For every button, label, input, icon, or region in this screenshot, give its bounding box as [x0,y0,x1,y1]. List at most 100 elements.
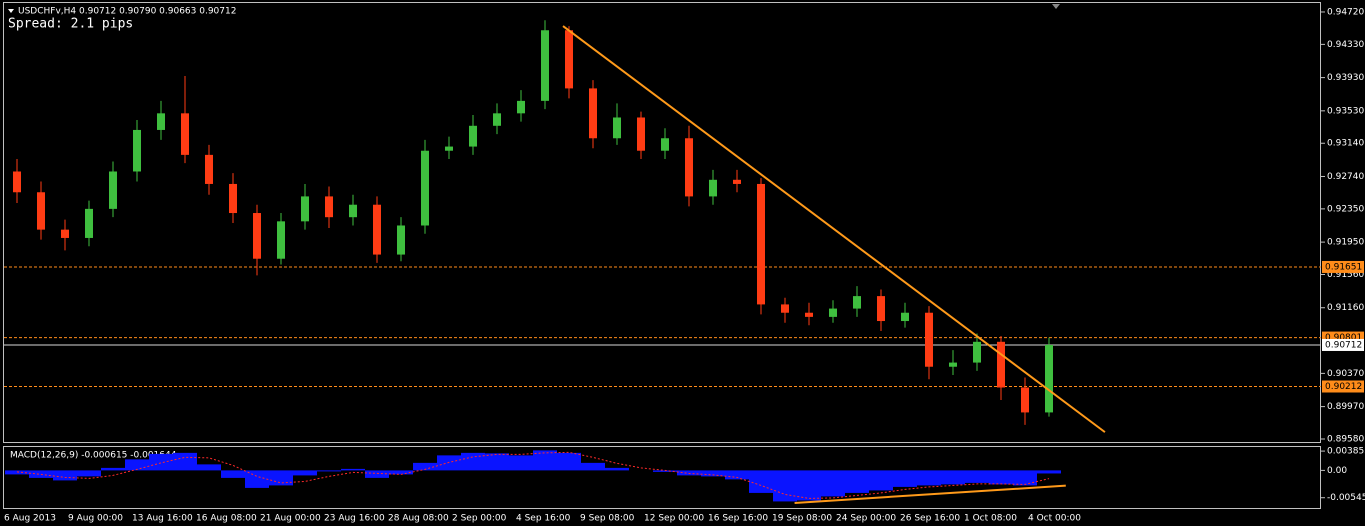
candle-body [37,192,45,230]
candle-body [661,138,669,151]
macd-bar [149,453,173,471]
candle-body [901,312,909,322]
level-label: 0.90801 [1325,333,1362,343]
macd-bar [725,470,749,480]
macd-bar [365,470,389,478]
candle-body [445,146,453,151]
macd-bar [605,467,629,471]
macd-bar [509,455,533,471]
y-tick-label: 0.93530 [1327,106,1364,116]
macd-bar [101,467,125,471]
current-price-bg [1322,338,1364,351]
macd-bar [413,462,437,471]
candle-body [1021,387,1029,413]
candle-body [61,229,69,238]
macd-bar [533,450,557,471]
y-tick-label: 0.90370 [1327,369,1364,379]
y-tick-label: 0.00 [1327,466,1347,476]
candle-body [757,183,765,305]
candle-body [85,208,93,238]
macd-bar [197,464,221,471]
candle-body [157,113,165,130]
level-label-bg [1322,260,1364,273]
candle-body [925,312,933,367]
macd-bar [269,470,293,486]
macd-bar [941,470,965,485]
macd-bar [917,470,941,486]
candle-body [733,179,741,184]
x-tick-label: 12 Sep 00:00 [644,514,704,524]
candle-body [277,221,285,259]
candle-body [973,341,981,363]
candle-body [109,171,117,209]
x-tick-label: 21 Aug 00:00 [260,514,321,524]
menu-triangle[interactable] [8,9,14,13]
macd-bar [821,470,845,497]
x-tick-label: 28 Aug 08:00 [388,514,449,524]
main-panel-frame [3,2,1321,443]
macd-bar [125,459,149,471]
macd-bar [317,470,341,472]
x-tick-label: 2 Sep 00:00 [452,514,507,524]
candle-body [397,225,405,255]
x-tick-label: 16 Sep 16:00 [708,514,768,524]
macd-panel-frame [3,446,1321,509]
level-label: 0.90212 [1325,382,1362,392]
y-tick-label: 0.91560 [1327,270,1364,280]
x-tick-label: 6 Aug 2013 [4,514,56,524]
signal-line [16,451,1050,499]
y-tick-label: -0.005458 [1327,493,1365,503]
macd-bar [653,470,677,472]
macd-bar [485,453,509,471]
x-tick-label: 9 Aug 00:00 [68,514,123,524]
candle-body [133,129,141,172]
y-tick-label: 0.94330 [1327,40,1364,50]
macd-bar [245,470,269,488]
candle-body [949,362,957,367]
y-tick-label: 0.94720 [1327,7,1364,17]
x-tick-label: 1 Oct 08:00 [964,514,1017,524]
macd-title: MACD(12,26,9) -0.000615 -0.001644 [10,451,177,461]
macd-bar [1037,470,1061,474]
candle-body [517,100,525,114]
x-tick-label: 26 Sep 16:00 [900,514,960,524]
trendline [562,25,1106,433]
candle-body [589,88,597,139]
macd-bar [341,468,365,471]
macd-bar [989,470,1013,485]
candle-body [205,154,213,184]
x-tick-label: 23 Aug 16:00 [324,514,385,524]
candle-body [349,204,357,218]
macd-bar [461,452,485,471]
level-label-bg [1322,380,1364,393]
y-tick-label: 0.92740 [1327,172,1364,182]
candle-body [565,30,573,89]
chart-title: USDCHFv,H4 0.90712 0.90790 0.90663 0.907… [18,7,236,17]
candle-body [229,183,237,214]
candle-body [781,304,789,313]
y-tick-label: 0.91950 [1327,238,1364,248]
candle-body [301,196,309,222]
candle-body [685,138,693,197]
x-tick-label: 4 Oct 00:00 [1028,514,1081,524]
macd-bar [773,470,797,502]
candle-body [709,179,717,197]
macd-bar [557,452,581,471]
macd-bar [1013,470,1037,486]
x-tick-label: 19 Sep 08:00 [772,514,832,524]
candle-body [613,117,621,139]
macd-bar [173,452,197,471]
macd-bar [893,470,917,487]
shift-marker [1052,4,1060,9]
candle-body [997,341,1005,388]
candle-body [853,296,861,309]
macd-bar [845,470,869,493]
candle-body [469,125,477,147]
x-tick-label: 13 Aug 16:00 [132,514,193,524]
candle-body [325,196,333,218]
candle-body [13,171,21,193]
candle-body [373,204,381,255]
candle-body [541,30,549,101]
